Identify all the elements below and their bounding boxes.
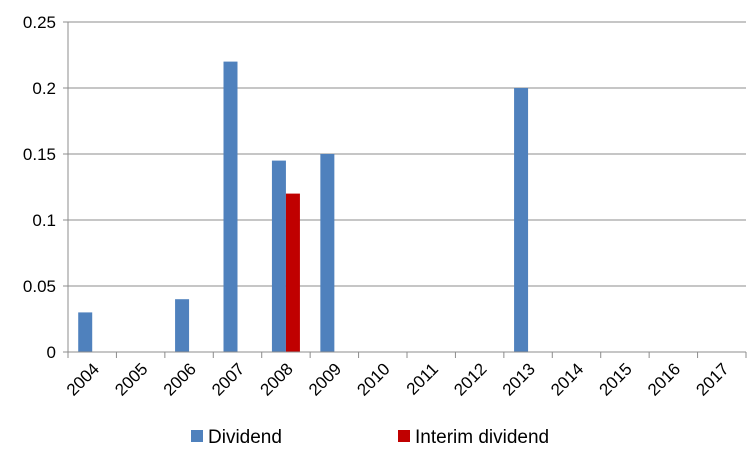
x-tick-label: 2010	[353, 359, 393, 399]
gridlines	[68, 21, 746, 287]
legend-label-interim-dividend: Interim dividend	[415, 427, 549, 448]
bar-dividend-2009	[320, 154, 335, 352]
y-axis-ticks: 0 0.05 0.1 0.15 0.2 0.25	[23, 13, 56, 362]
x-tick-label: 2011	[403, 359, 442, 398]
x-tick-label: 2016	[644, 359, 684, 399]
x-tick-label: 2007	[208, 359, 248, 399]
y-tick-label: 0.15	[23, 145, 56, 164]
x-tick-label: 2012	[450, 359, 490, 399]
legend-label-dividend: Dividend	[208, 427, 282, 448]
x-tick-label: 2004	[63, 359, 103, 399]
x-tick-label: 2005	[111, 359, 151, 399]
bar-dividend-2013	[514, 88, 529, 352]
legend-swatch-dividend	[191, 430, 203, 442]
x-tick-label: 2009	[305, 359, 345, 399]
bars	[78, 61, 529, 352]
y-tick-label: 0.05	[23, 277, 56, 296]
y-tick-label: 0.25	[23, 13, 56, 32]
x-tick-label: 2015	[596, 359, 636, 399]
bar-dividend-2007	[223, 61, 238, 352]
axes	[63, 21, 747, 358]
legend: Dividend Interim dividend	[191, 427, 549, 448]
bar-interim-dividend-2008	[285, 193, 300, 352]
y-tick-label: 0	[47, 343, 56, 362]
y-tick-label: 0.1	[32, 211, 56, 230]
x-axis-ticks: 2004 2005 2006 2007 2008 2009 2010 2011 2012 2013…	[63, 359, 733, 399]
bar-dividend-2008	[271, 160, 286, 352]
legend-swatch-interim-dividend	[398, 430, 410, 442]
bar-dividend-2006	[175, 299, 190, 352]
x-tick-label: 2013	[499, 359, 539, 399]
x-tick-label: 2008	[257, 359, 297, 399]
x-tick-label: 2014	[547, 359, 587, 399]
x-tick-label: 2017	[692, 359, 732, 399]
bar-dividend-2004	[78, 312, 93, 352]
y-tick-label: 0.2	[32, 79, 56, 98]
x-tick-label: 2006	[160, 359, 200, 399]
